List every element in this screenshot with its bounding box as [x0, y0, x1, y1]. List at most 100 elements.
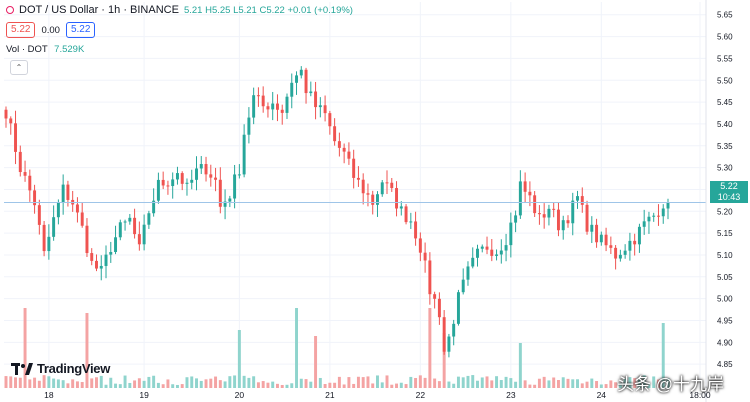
candle-body — [156, 179, 160, 201]
volume-bar — [528, 384, 532, 388]
candle-body — [337, 141, 341, 148]
volume-bar — [347, 377, 351, 388]
volume-bar — [114, 383, 118, 388]
candle-body — [566, 220, 570, 224]
volume-bar — [642, 375, 646, 388]
candle-body — [371, 194, 375, 205]
source-watermark: 头条 @十九岸 — [617, 375, 724, 394]
volume-bar — [14, 377, 18, 388]
candle-body — [480, 246, 484, 249]
volume-bar — [466, 375, 470, 388]
candle-body — [442, 317, 446, 352]
volume-bar — [85, 313, 89, 388]
sell-price-button[interactable]: 5.22 — [6, 22, 36, 38]
candle-body — [633, 240, 637, 245]
symbol-title[interactable]: DOT / US Dollar · 1h · BINANCE — [19, 4, 179, 16]
volume-bar — [656, 379, 660, 388]
candle-body — [580, 196, 584, 205]
volume-bar — [647, 384, 651, 388]
candle-body — [352, 158, 356, 178]
volume-bar — [318, 377, 322, 388]
volume-bar — [585, 381, 589, 388]
candle-body — [585, 204, 589, 232]
volume-bar — [233, 375, 237, 388]
volume-bar — [337, 376, 341, 388]
candle-body — [256, 95, 260, 97]
volume-bar — [80, 382, 84, 388]
volume-bar — [4, 376, 8, 388]
candle-body — [242, 134, 246, 175]
volume-bar — [66, 383, 70, 388]
candle-body — [161, 179, 165, 186]
candle-body — [509, 222, 513, 246]
candle-body — [195, 168, 198, 180]
candle-body — [528, 191, 532, 196]
candle-body — [385, 182, 389, 184]
volume-bar — [171, 384, 175, 388]
candle-body — [642, 221, 646, 227]
volume-bar — [442, 333, 446, 388]
time-axis[interactable]: 18 19 20 21 22 23 24 18:00 — [44, 390, 711, 400]
candle-body — [533, 195, 537, 214]
candle-body — [14, 123, 18, 152]
candle-body — [142, 224, 146, 245]
volume-bar — [290, 383, 294, 388]
volume-bar — [104, 384, 108, 388]
volume-bar — [428, 308, 432, 388]
tradingview-logo[interactable]: TradingView — [11, 361, 110, 376]
candle-body — [309, 91, 313, 94]
volume-bar — [128, 382, 132, 388]
chevron-up-icon[interactable]: ⌃ — [10, 60, 28, 75]
candle-body — [237, 174, 241, 176]
volume-bar — [90, 378, 94, 388]
candle-body — [376, 194, 379, 205]
candle-body — [47, 236, 51, 252]
candle-body — [4, 109, 8, 119]
candle-body — [666, 202, 670, 209]
y-tick-label: 5.65 — [717, 11, 733, 20]
y-tick-label: 5.60 — [717, 33, 733, 42]
volume-legend: Vol · DOT 7.529K — [6, 44, 84, 55]
candle-body — [556, 209, 560, 231]
candle-body — [433, 294, 437, 299]
candle-body — [466, 266, 470, 280]
candle-body — [366, 193, 370, 195]
volume-bar — [633, 378, 637, 388]
candle-body — [661, 208, 665, 217]
volume-bar — [137, 378, 141, 388]
volume-bar — [142, 380, 146, 388]
candle-body — [599, 234, 603, 243]
candle-body — [452, 323, 456, 337]
volume-bar — [495, 376, 499, 388]
candle-body — [437, 298, 441, 318]
volume-bar — [480, 377, 484, 388]
candle-body — [471, 257, 475, 267]
volume-bar — [195, 378, 198, 388]
candle-body — [28, 175, 32, 191]
volume-bar — [471, 375, 475, 388]
volume-bar — [156, 382, 160, 388]
volume-bar — [461, 377, 465, 388]
candle-body — [547, 208, 551, 218]
volume-bar — [595, 381, 599, 388]
volume-bar — [514, 381, 518, 388]
candle-body — [247, 117, 251, 135]
volume-bar — [580, 383, 584, 388]
volume-bar — [395, 383, 399, 388]
tradingview-logo-text: TradingView — [37, 361, 111, 376]
candle-body — [418, 238, 422, 253]
candle-body — [595, 224, 599, 243]
candle-body — [571, 200, 575, 224]
volume-bar — [209, 378, 213, 388]
candle-body — [190, 179, 194, 183]
candle-body — [318, 105, 322, 108]
candle-body — [95, 260, 98, 269]
volume-bar — [95, 377, 98, 388]
buy-price-button[interactable]: 5.22 — [65, 22, 96, 38]
volume-bar — [352, 383, 356, 388]
volume-bar — [161, 384, 165, 388]
candle-body — [299, 69, 303, 76]
candle-body — [52, 217, 56, 237]
